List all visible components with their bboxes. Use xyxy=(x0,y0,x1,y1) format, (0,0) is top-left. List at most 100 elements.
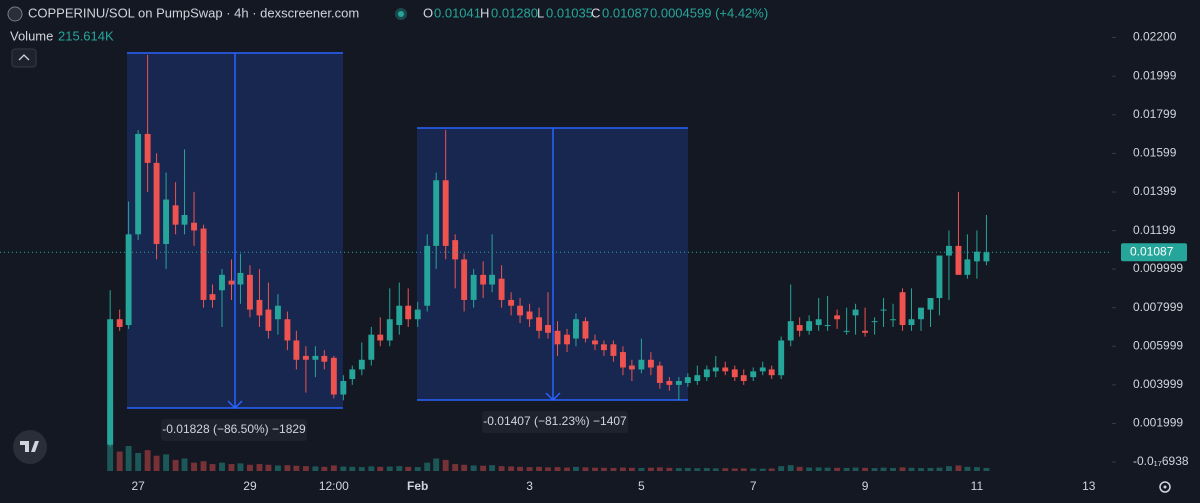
volume-bar xyxy=(740,468,747,471)
candle-body xyxy=(554,330,561,345)
volume-bar xyxy=(181,458,188,471)
candle-body xyxy=(293,340,300,360)
annotation: -0.01407 (−81.23%) −1407 xyxy=(483,414,627,428)
volume-bar xyxy=(768,468,775,471)
volume-bar xyxy=(871,468,878,471)
arrow-head xyxy=(227,400,243,410)
candle-body xyxy=(414,309,421,320)
candle-body xyxy=(424,245,431,306)
volume-bar xyxy=(600,467,607,471)
candle-body xyxy=(386,319,393,341)
volume-bar xyxy=(592,467,598,471)
candle-body xyxy=(191,222,197,231)
volume-bar xyxy=(368,466,375,471)
candle-body xyxy=(358,359,365,370)
candle-body xyxy=(936,255,943,299)
candle-body xyxy=(946,245,952,256)
volume-bar xyxy=(284,465,291,471)
volume-bar xyxy=(796,466,803,471)
volume-bar xyxy=(852,467,859,471)
candle-body xyxy=(694,375,701,382)
x-tick-label: 29 xyxy=(243,479,257,493)
candle-body xyxy=(908,319,915,326)
volume-value: 215.614K xyxy=(58,28,114,43)
candle-body xyxy=(843,330,850,332)
y-tick-label: 0.001999 xyxy=(1133,416,1183,430)
volume-bar xyxy=(824,467,831,471)
volume-bar xyxy=(508,466,515,471)
collapse-button[interactable] xyxy=(11,48,37,68)
volume-bar xyxy=(312,466,319,471)
volume-bar xyxy=(843,467,850,471)
candle-body xyxy=(927,298,934,310)
y-tick-label: 0.003999 xyxy=(1133,377,1183,391)
candle-body xyxy=(526,311,533,320)
candle-body xyxy=(396,305,403,326)
candle-body xyxy=(647,359,654,368)
ohlc-label: L xyxy=(537,5,544,20)
y-tick-label: 0.01599 xyxy=(1133,146,1177,160)
volume-bar xyxy=(526,467,533,471)
candle-body xyxy=(536,317,543,331)
candle-body xyxy=(219,274,225,291)
candle-body xyxy=(564,334,570,345)
candle-body xyxy=(377,334,384,341)
settings-icon[interactable] xyxy=(1159,481,1171,493)
candle-body xyxy=(722,367,729,372)
candle-body xyxy=(107,319,114,445)
volume-bar xyxy=(191,462,197,471)
ohlc-value: 0.01041 xyxy=(434,5,481,20)
volume-bar xyxy=(638,467,645,471)
candle-body xyxy=(405,305,412,320)
candle-body xyxy=(508,299,515,306)
candle-body xyxy=(964,259,971,275)
volume-bar xyxy=(536,466,543,471)
candle-body xyxy=(871,321,878,323)
candle-body xyxy=(600,344,607,351)
arrow-head xyxy=(545,392,561,402)
volume-bar xyxy=(731,468,738,471)
volume-bar xyxy=(834,467,841,471)
candle-body xyxy=(461,259,468,300)
candle-body xyxy=(880,309,887,311)
candle-body xyxy=(656,365,663,383)
candle-body xyxy=(545,325,551,333)
volume-bar xyxy=(899,467,906,471)
volume-bar xyxy=(274,465,281,471)
y-tick-label: -0.0₁₇6938 xyxy=(1133,454,1189,468)
candle-body xyxy=(452,240,459,260)
candle-body xyxy=(973,251,980,262)
candle-body xyxy=(712,367,719,372)
last-price-label: 0.01087 xyxy=(1130,244,1174,258)
candle-body xyxy=(489,274,496,285)
candle-body xyxy=(163,199,170,244)
volume-bar xyxy=(247,464,253,471)
candle-body xyxy=(796,325,803,331)
candle-body xyxy=(470,274,477,300)
candle-body xyxy=(321,355,328,362)
candle-body xyxy=(675,381,682,385)
y-tick-label: 0.01199 xyxy=(1133,223,1176,237)
volume-bar xyxy=(628,467,635,471)
volume-bar xyxy=(442,459,449,471)
volume-bar xyxy=(890,467,896,471)
candle-body xyxy=(209,294,216,300)
candle-body xyxy=(274,305,281,320)
candle-body xyxy=(480,274,487,285)
token-icon xyxy=(7,6,23,22)
candle-body xyxy=(778,340,785,376)
x-tick-label: 9 xyxy=(862,479,869,493)
volume-bar xyxy=(153,455,160,471)
volume-bar xyxy=(647,467,654,471)
volume-bar xyxy=(694,468,701,471)
ohlc-label: C xyxy=(591,5,600,20)
candle-body xyxy=(153,162,160,244)
volume-bar xyxy=(452,464,459,471)
volume-bar xyxy=(256,464,263,471)
candle-body xyxy=(684,377,691,383)
candle-body xyxy=(312,355,319,360)
volume-bar xyxy=(722,468,729,471)
candle-body xyxy=(284,319,291,341)
volume-bar xyxy=(116,451,123,471)
